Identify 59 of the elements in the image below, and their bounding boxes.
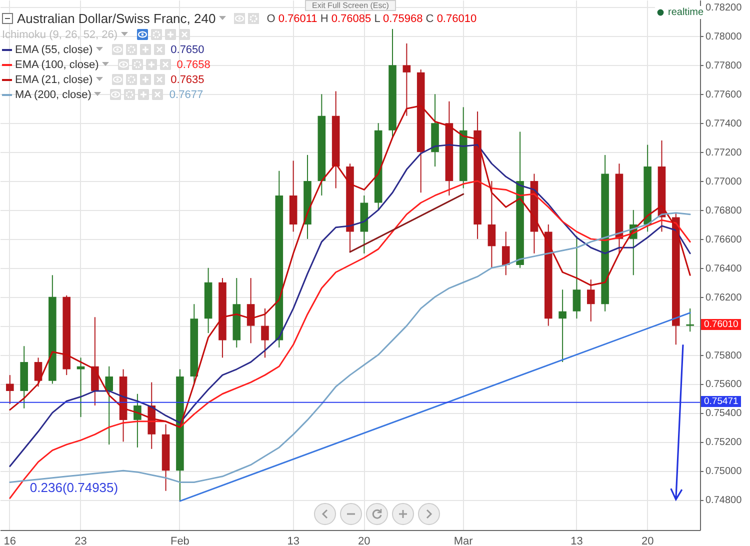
- annotation: Exit Full Screen (Esc): [305, 0, 396, 11]
- candlestick: [134, 393, 142, 448]
- annotation: realtime: [668, 7, 704, 18]
- candlestick: [686, 308, 694, 332]
- annotation: 0.7650: [170, 44, 204, 56]
- line-series: [9, 212, 691, 483]
- candlestick: [6, 374, 14, 405]
- x-tick-label: Mar: [454, 536, 474, 546]
- candlestick: [34, 357, 42, 388]
- y-tick-label: 0.78200: [706, 2, 742, 14]
- y-tick-label: 0.75800: [706, 350, 742, 362]
- x-tick-label: Feb: [170, 536, 190, 546]
- y-tick-label: 0.74800: [706, 495, 742, 506]
- y-tick-label: 0.75600: [706, 379, 742, 390]
- y-tick-label: 0.75200: [706, 437, 742, 448]
- text: O 0.76011 H 0.76085 L 0.75968 C 0.76010: [266, 12, 477, 24]
- candlestick: [572, 236, 581, 320]
- line-series: [9, 144, 691, 468]
- annotation: Ichimoku (9, 26, 52, 26): [2, 28, 118, 40]
- legend-label: EMA (55, close): [15, 44, 93, 56]
- y-tick-label: 0.77000: [706, 176, 742, 188]
- legend-label: EMA (21, close): [15, 74, 93, 86]
- y-tick-label: 0.76800: [706, 205, 742, 216]
- annotation: 0.7677: [169, 88, 204, 100]
- x-tick-label: 13: [570, 536, 583, 546]
- candlestick: [402, 42, 411, 116]
- x-tick-label: 16: [4, 536, 16, 546]
- candlestick: [105, 366, 114, 446]
- y-tick-label: 0.76200: [706, 292, 742, 304]
- line-series: [9, 180, 691, 499]
- text: Australian Dollar/Swiss Franc, 240: [17, 11, 216, 26]
- y-tick-label: 0.77800: [706, 60, 742, 72]
- y-tick-label: 0.76400: [706, 263, 742, 274]
- candlestick: [558, 289, 566, 363]
- x-tick-label: 13: [287, 536, 300, 546]
- candlestick: [586, 278, 595, 322]
- y-tick-label: 0.77600: [706, 90, 742, 101]
- annotation: 0.7658: [176, 58, 210, 70]
- y-tick-label: 0.75400: [706, 408, 742, 420]
- y-tick-label: 0.75000: [706, 466, 742, 478]
- candlestick: [261, 308, 269, 358]
- candlestick: [246, 278, 255, 344]
- ref-line-label: 0.75471: [701, 396, 742, 407]
- candlestick: [488, 180, 496, 268]
- y-tick-label: 0.77200: [706, 148, 742, 159]
- annotation: 0.236(0.74935): [30, 480, 118, 496]
- x-tick-label: 20: [641, 536, 654, 546]
- text: 0.76010: [701, 318, 742, 330]
- y-tick-label: 0.78000: [706, 32, 742, 43]
- y-tick-label: 0.77400: [706, 118, 742, 130]
- legend-label: EMA (100, close): [15, 58, 99, 70]
- line-series: [9, 104, 691, 428]
- x-tick-label: 20: [358, 536, 370, 546]
- x-tick-label: 23: [74, 536, 87, 546]
- y-tick-label: 0.76600: [706, 234, 742, 246]
- annotation: 0.7635: [170, 74, 204, 86]
- legend-label: MA (200, close): [15, 88, 92, 100]
- candlestick: [502, 231, 510, 276]
- candlestick: [76, 357, 85, 418]
